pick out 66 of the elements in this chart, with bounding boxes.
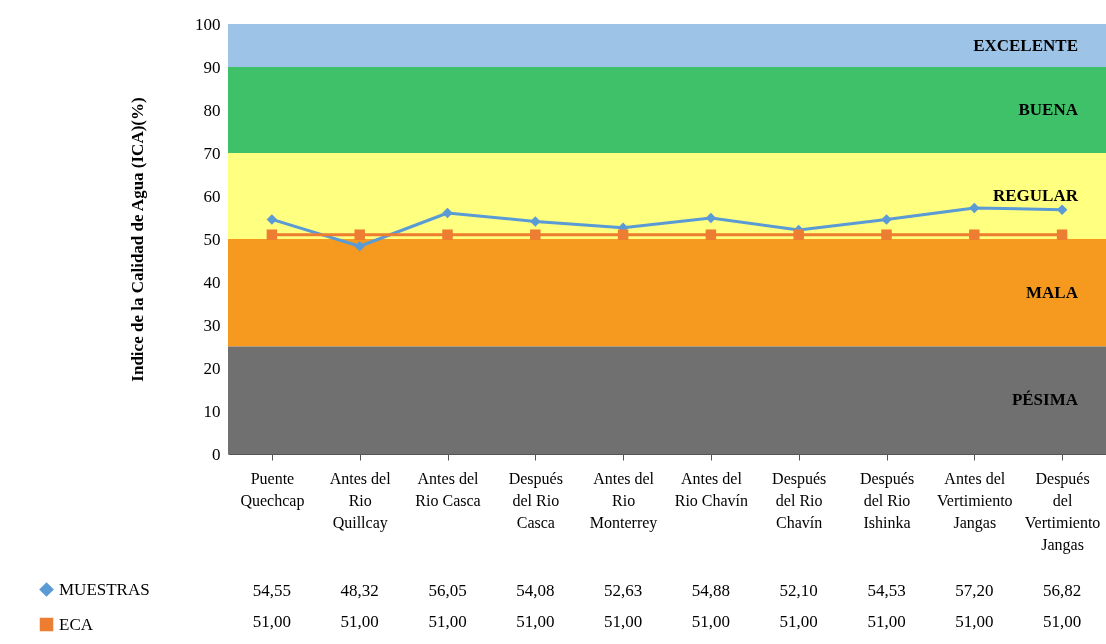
y-tick-label: 20 xyxy=(203,358,221,378)
point xyxy=(617,229,629,240)
y-tick-label: 0 xyxy=(212,444,221,464)
point xyxy=(442,207,453,219)
x-tick-label: Antes del Vertimiento Jangas xyxy=(937,469,1013,532)
point xyxy=(705,229,717,240)
data-label: 56,82 xyxy=(1042,581,1082,600)
data-label: 51,00 xyxy=(867,612,906,631)
point xyxy=(793,229,804,240)
data-label: 54,55 xyxy=(252,581,292,600)
data-label: 48,32 xyxy=(340,581,379,600)
x-tick-label: Antes del Rio Monterrey xyxy=(589,469,658,532)
x-tick-label: Después del Rio Chavín xyxy=(772,469,827,531)
band-label: MALA xyxy=(1026,282,1079,302)
point xyxy=(1056,229,1068,240)
data-label: 51,00 xyxy=(428,612,467,631)
data-label: 51,00 xyxy=(516,612,555,631)
x-tick-label: Después del Vertimiento Jangas xyxy=(1024,469,1101,554)
legend-label: ECA xyxy=(59,614,94,634)
data-label: 52,63 xyxy=(603,581,643,600)
point xyxy=(881,229,892,240)
point xyxy=(442,229,453,240)
point xyxy=(969,202,980,214)
y-tick-label: 90 xyxy=(203,57,221,77)
data-label: 51,00 xyxy=(603,612,643,631)
data-label: 54,88 xyxy=(691,581,731,600)
x-tick-label: Después del Rio Casca xyxy=(508,469,563,531)
point xyxy=(969,229,980,240)
point xyxy=(530,216,541,227)
data-label: 51,00 xyxy=(252,612,292,631)
data-label: 56,05 xyxy=(428,581,467,600)
point xyxy=(266,229,278,240)
x-tick-label: Antes del Rio Casca xyxy=(415,469,481,509)
data-label: 51,00 xyxy=(691,612,731,631)
point xyxy=(266,214,278,225)
data-label: 54,53 xyxy=(867,581,906,600)
band-label: BUENA xyxy=(1018,100,1079,119)
band-label: REGULAR xyxy=(992,186,1079,205)
point xyxy=(705,212,717,224)
x-tick-label: Después del Rio Ishinka xyxy=(859,469,915,531)
y-tick-label: 80 xyxy=(203,100,221,120)
data-label: 51,00 xyxy=(1042,612,1082,631)
legend-label: MUESTRAS xyxy=(59,579,150,599)
band-label: PÉSIMA xyxy=(1011,390,1079,410)
x-tick-label: Antes del Rio Chavín xyxy=(674,469,749,509)
point xyxy=(881,214,892,225)
point xyxy=(530,229,541,240)
band-label: EXCELENTE xyxy=(973,35,1078,55)
y-axis-title: Indice de la Calidad de Agua (ICA)(%) xyxy=(128,97,147,382)
y-tick-label: 40 xyxy=(203,272,221,292)
y-tick-label: 10 xyxy=(203,401,221,421)
y-tick-label: 50 xyxy=(203,229,221,249)
data-label: 51,00 xyxy=(779,612,818,631)
x-tick-label: Puente Quechcap xyxy=(240,469,305,510)
point xyxy=(354,229,365,240)
data-label: 51,00 xyxy=(955,612,994,631)
y-tick-label: 60 xyxy=(203,186,221,206)
y-tick-label: 30 xyxy=(203,315,221,335)
data-label: 52,10 xyxy=(779,581,818,600)
y-tick-label: 100 xyxy=(195,14,221,34)
y-tick-label: 70 xyxy=(203,143,221,163)
x-tick-label: Antes del Rio Quillcay xyxy=(329,469,392,532)
data-label: 54,08 xyxy=(516,581,555,600)
point xyxy=(354,240,365,252)
data-label: 51,00 xyxy=(340,612,379,631)
data-label: 57,20 xyxy=(955,581,994,600)
